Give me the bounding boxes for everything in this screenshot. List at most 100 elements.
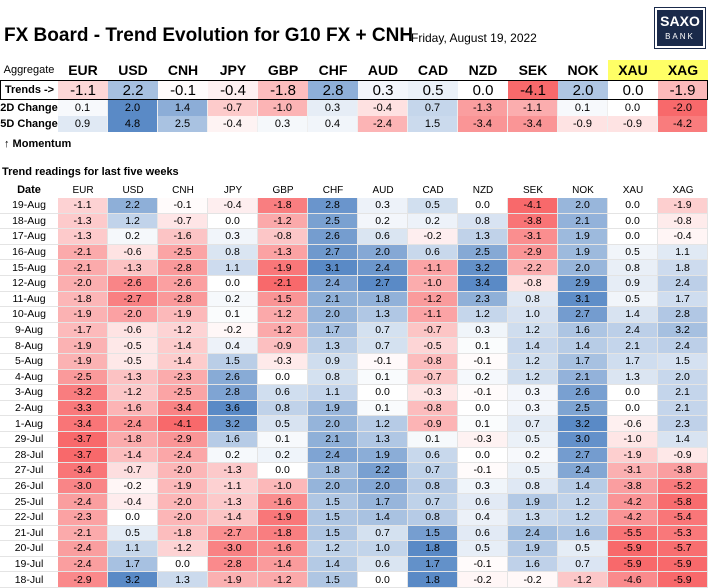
value-cell: 1.2	[108, 213, 158, 230]
aggregate-label: Aggregate	[3, 64, 55, 76]
value-cell: -0.7	[208, 100, 258, 116]
value-cell: 3.6	[208, 400, 258, 417]
value-cell: -1.1	[58, 198, 108, 214]
value-cell: 1.4	[308, 556, 358, 573]
value-cell: 0.0	[608, 100, 658, 116]
value-cell: -3.0	[208, 541, 258, 557]
value-cell: 0.4	[208, 338, 258, 354]
value-cell: 0.7	[408, 463, 458, 479]
value-cell: -2.6	[158, 276, 208, 292]
value-cell: -5.3	[658, 525, 708, 542]
value-cell: 0.0	[608, 385, 658, 401]
value-cell: 2.4	[558, 463, 608, 479]
value-cell: -1.2	[258, 307, 308, 323]
value-cell: -0.1	[158, 198, 208, 214]
value-cell: 0.0	[608, 229, 658, 245]
value-cell: 2.3	[658, 416, 708, 432]
value-cell: -3.1	[508, 229, 558, 245]
value-cell: -1.9	[608, 447, 658, 464]
value-cell: 0.0	[608, 213, 658, 230]
value-cell: 0.3	[458, 322, 508, 339]
value-cell: -1.8	[58, 291, 108, 308]
value-cell: 0.8	[458, 213, 508, 230]
value-cell: -0.4	[208, 80, 258, 100]
value-cell: 1.4	[608, 307, 658, 323]
date-cell: 19-Aug	[0, 198, 58, 214]
date-cell: 19-Jul	[0, 557, 58, 573]
row-label: 5D Change	[0, 118, 58, 130]
value-cell: -0.2	[458, 572, 508, 588]
value-cell: -5.8	[658, 494, 708, 510]
value-cell: -1.0	[258, 100, 308, 116]
value-cell: -0.4	[358, 100, 408, 116]
value-cell: -2.7	[108, 291, 158, 308]
column-header: CHF	[318, 62, 348, 78]
value-cell: -1.8	[158, 525, 208, 542]
value-cell: 0.1	[258, 432, 308, 448]
value-cell: 1.6	[558, 525, 608, 542]
value-cell: -4.6	[608, 572, 658, 588]
value-cell: -1.3	[208, 463, 258, 479]
value-cell: -4.1	[508, 80, 558, 100]
date-cell: 17-Aug	[0, 229, 58, 245]
value-cell: -1.2	[258, 213, 308, 230]
value-cell: -0.7	[108, 463, 158, 479]
date-cell: 5-Aug	[0, 354, 58, 370]
date-cell: 18-Jul	[0, 572, 58, 588]
value-cell: -0.6	[108, 322, 158, 339]
value-cell: -0.1	[458, 385, 508, 401]
value-cell: -5.9	[608, 541, 658, 557]
value-cell: -3.8	[608, 478, 658, 495]
value-cell: -3.4	[158, 400, 208, 417]
value-cell: -0.8	[408, 354, 458, 370]
value-cell: -2.9	[508, 244, 558, 261]
column-header: CNH	[172, 184, 194, 196]
value-cell: -1.0	[258, 478, 308, 495]
value-cell: 2.4	[308, 447, 358, 464]
column-header: XAU	[622, 184, 644, 196]
value-cell: 2.8	[658, 307, 708, 323]
value-cell: -0.9	[658, 447, 708, 464]
value-cell: 1.3	[508, 510, 558, 526]
value-cell: 0.1	[58, 100, 108, 116]
value-cell: 0.6	[358, 229, 408, 245]
value-cell: 0.0	[158, 556, 208, 573]
date-cell: 20-Jul	[0, 541, 58, 557]
value-cell: -1.2	[258, 572, 308, 588]
value-cell: -2.5	[158, 385, 208, 401]
value-cell: 1.2	[508, 369, 558, 386]
value-cell: 3.4	[458, 276, 508, 292]
value-cell: 2.0	[558, 198, 608, 214]
value-cell: 2.7	[308, 244, 358, 261]
value-cell: 0.9	[308, 354, 358, 370]
value-cell: 4.8	[108, 116, 158, 132]
value-cell: 2.0	[558, 80, 608, 100]
value-cell: 0.8	[508, 478, 558, 495]
date: Friday, August 19, 2022	[411, 31, 537, 45]
value-cell: -2.8	[208, 556, 258, 573]
value-cell: -4.1	[508, 198, 558, 214]
value-cell: 0.1	[208, 307, 258, 323]
value-cell: 2.0	[308, 307, 358, 323]
value-cell: 1.1	[308, 385, 358, 401]
value-cell: -1.8	[108, 432, 158, 448]
value-cell: -0.1	[458, 463, 508, 479]
value-cell: -1.9	[658, 80, 708, 100]
column-header: AUD	[367, 62, 399, 78]
value-cell: 2.0	[558, 260, 608, 276]
value-cell: 2.1	[558, 369, 608, 386]
value-cell: -0.8	[408, 400, 458, 417]
column-header: XAU	[608, 60, 658, 80]
value-cell: 0.1	[358, 369, 408, 386]
value-cell: 2.8	[308, 80, 358, 100]
value-cell: -2.9	[58, 572, 108, 588]
value-cell: 1.8	[358, 291, 408, 308]
value-cell: 0.2	[258, 447, 308, 464]
date-cell: 12-Aug	[0, 276, 58, 292]
value-cell: -3.4	[508, 116, 558, 132]
value-cell: 3.1	[558, 291, 608, 308]
value-cell: -0.8	[508, 276, 558, 292]
value-cell: 1.5	[308, 510, 358, 526]
value-cell: 1.1	[658, 244, 708, 261]
value-cell: -2.4	[58, 541, 108, 557]
